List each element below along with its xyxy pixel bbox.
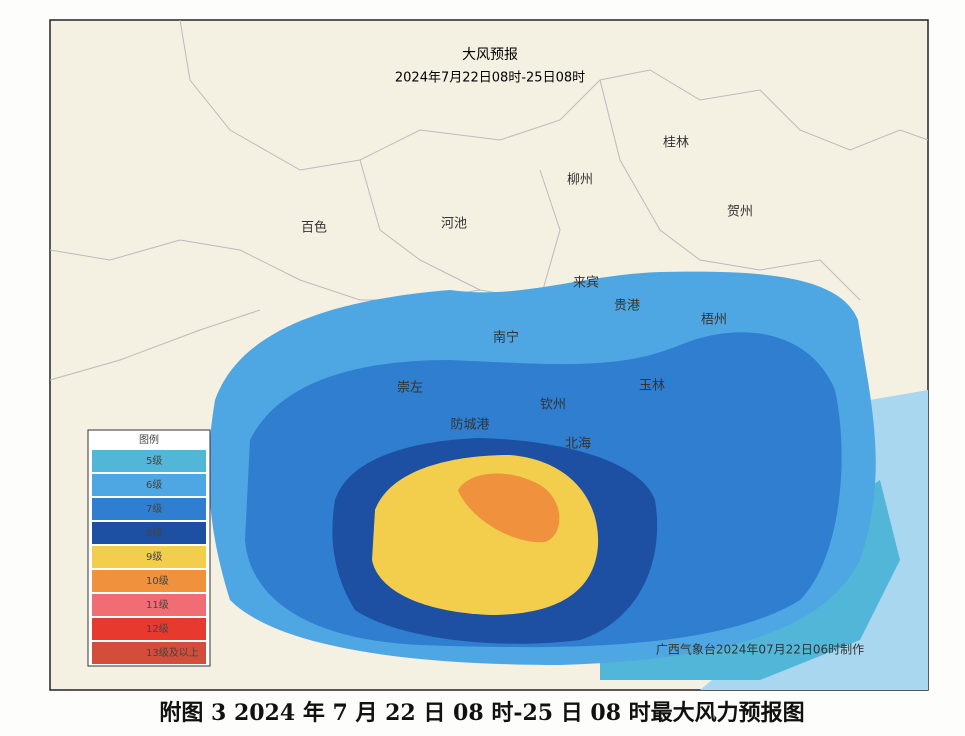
- city-label: 桂林: [663, 136, 689, 151]
- legend-swatch: [92, 642, 206, 664]
- legend-swatch: [92, 522, 206, 544]
- city-label: 来宾: [573, 275, 599, 291]
- city-label: 北海: [565, 437, 591, 452]
- city-label: 贵港: [614, 299, 640, 314]
- legend-label: 11级: [146, 599, 169, 611]
- city-label: 玉林: [639, 379, 665, 394]
- caption: 附图 3 2024 年 7 月 22 日 08 时-25 日 08 时最大风力预…: [159, 700, 804, 726]
- legend-swatch: [92, 594, 206, 616]
- city-label: 贺州: [727, 205, 753, 220]
- city-label: 崇左: [397, 381, 423, 396]
- legend-swatch: [92, 618, 206, 640]
- legend-swatch: [92, 474, 206, 496]
- legend-swatch: [92, 498, 206, 520]
- legend-label: 7级: [146, 503, 162, 515]
- legend-label: 5级: [146, 455, 162, 467]
- map-subtitle: 2024年7月22日08时-25日08时: [395, 71, 585, 86]
- city-label: 百色: [301, 220, 327, 236]
- city-label: 柳州: [567, 173, 593, 188]
- city-label: 南宁: [493, 330, 519, 346]
- legend-label: 8级: [146, 527, 162, 539]
- city-label: 钦州: [540, 398, 566, 413]
- legend-label: 12级: [146, 623, 169, 635]
- legend-label: 6级: [146, 479, 162, 491]
- legend-label: 10级: [146, 575, 169, 587]
- city-label: 防城港: [450, 417, 489, 433]
- city-label: 梧州: [701, 313, 727, 328]
- legend-swatch: [92, 570, 206, 592]
- map-title: 大风预报: [462, 47, 518, 63]
- legend-title: 图例: [139, 433, 159, 446]
- legend: 5级 6级 7级 8级 9级 10级 11级 12级 13级及以上: [92, 450, 206, 664]
- boundaries: [49, 19, 929, 381]
- legend-label: 13级及以上: [146, 647, 199, 659]
- credit: 广西气象台2024年07月22日06时制作: [656, 642, 864, 657]
- legend-swatch: [92, 546, 206, 568]
- wind-area: [458, 473, 560, 543]
- legend-swatch: [92, 450, 206, 472]
- city-labels: 桂林 柳州 贺州 百色 河池 来宾 贵港 梧州 南宁 崇左 玉林 钦州 防城港 …: [301, 136, 753, 452]
- city-label: 河池: [441, 217, 467, 232]
- legend-label: 9级: [146, 551, 162, 563]
